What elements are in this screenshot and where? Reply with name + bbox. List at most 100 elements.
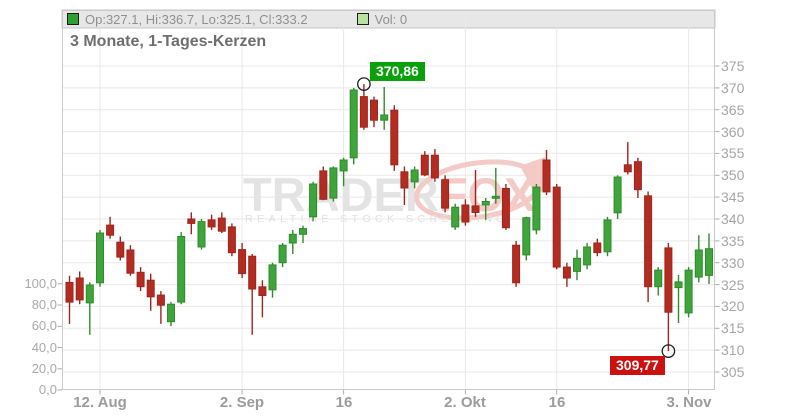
price-axis-label: 305 [721, 364, 745, 380]
candle-body [400, 171, 409, 189]
high-marker-circle [357, 77, 371, 91]
volume-axis-label: 60,0 [31, 318, 57, 333]
candle-body [319, 170, 328, 200]
candle-body [451, 206, 460, 228]
candle-body [207, 219, 216, 228]
candle-body [146, 279, 155, 298]
price-axis-label: 365 [721, 102, 745, 118]
candle-body [380, 114, 389, 121]
candle-body [512, 244, 521, 284]
candle-body [288, 233, 297, 244]
candle-body [390, 109, 399, 166]
date-axis-label: 16 [548, 394, 566, 411]
candle-body [481, 201, 490, 206]
candle-body [573, 257, 581, 272]
candle-body [623, 164, 632, 173]
candle-body [471, 205, 480, 213]
candle-body [654, 269, 663, 288]
price-axis-label: 340 [721, 211, 745, 227]
candle-body [420, 154, 429, 176]
candle-body [542, 159, 551, 193]
candle-body [491, 195, 500, 199]
chart-title: 3 Monate, 1-Tages-Kerzen [70, 33, 267, 50]
high-price-label: 370,86 [370, 62, 425, 81]
candle-body [167, 303, 175, 323]
candle-body [258, 286, 267, 296]
candle-body [268, 264, 277, 291]
price-axis-label: 325 [721, 277, 745, 293]
candle-body [96, 232, 104, 284]
candle-body [370, 99, 378, 121]
candle-body [664, 247, 673, 313]
candle-body [177, 236, 186, 303]
price-axis-label: 315 [721, 320, 745, 336]
price-axis-label: 310 [721, 342, 745, 358]
candle-body [359, 96, 368, 128]
fox-head-icon [520, 157, 549, 196]
candle-body [116, 241, 125, 258]
candle-body [156, 294, 165, 306]
candle-body [248, 255, 257, 290]
candle-body [75, 277, 84, 301]
volume-axis-label: 0,0 [38, 382, 57, 397]
date-axis-label: 3. Nov [666, 394, 712, 411]
candle-body [65, 281, 74, 303]
candle-body [197, 221, 206, 248]
candle-body [522, 217, 531, 256]
candle-body [684, 269, 693, 314]
low-price-label: 309,77 [610, 356, 665, 375]
price-axis-label: 375 [721, 58, 745, 74]
candle-body [309, 183, 318, 218]
price-axis-label: 370 [721, 80, 745, 96]
candle-body [126, 249, 135, 274]
date-axis-label: 2. Sep [219, 394, 265, 411]
volume-axis-label: 80,0 [31, 297, 57, 312]
candle-body [705, 248, 713, 276]
candle-body [278, 244, 287, 264]
candle-body [593, 242, 602, 254]
candle-body [441, 179, 450, 209]
date-axis-label: 12. Aug [73, 394, 127, 411]
plot-frame [62, 10, 715, 390]
price-axis-label: 335 [721, 233, 745, 249]
candle-body [227, 226, 236, 254]
candle-body [603, 219, 612, 253]
date-axis-label: 16 [335, 394, 353, 411]
candle-body [349, 89, 358, 159]
candle-body [299, 228, 307, 235]
price-axis-label: 330 [721, 255, 745, 271]
date-axis-label: 2. Okt [444, 394, 486, 411]
candle-body [552, 186, 561, 268]
candle-body [694, 249, 703, 278]
candle-body [562, 266, 571, 279]
candle-body [217, 217, 226, 232]
candle-body [136, 271, 145, 288]
candle-body [583, 246, 592, 266]
price-axis-label: 320 [721, 298, 745, 314]
price-axis-label: 345 [721, 189, 745, 205]
legend-strip-bg [61, 9, 716, 29]
price-axis-label: 360 [721, 124, 745, 140]
candle-body [430, 154, 439, 179]
candle-body [106, 224, 115, 236]
candle-body [329, 167, 338, 199]
candle-body [410, 169, 419, 183]
candle-body [85, 284, 94, 304]
candle-body [613, 176, 622, 214]
volume-axis-label: 40,0 [31, 340, 57, 355]
candle-body [501, 187, 510, 229]
volume-axis-label: 100,0 [24, 276, 57, 291]
price-axis-label: 355 [721, 145, 745, 161]
candle-body [339, 159, 348, 172]
candle-body [644, 195, 653, 288]
candle-body [461, 204, 470, 223]
volume-axis-label: 20,0 [31, 361, 57, 376]
candle-body [238, 249, 247, 275]
candle-body [674, 281, 683, 289]
price-axis-label: 350 [721, 167, 745, 183]
low-marker-circle [661, 344, 676, 358]
candle-body [532, 186, 541, 231]
candle-body [187, 218, 196, 224]
